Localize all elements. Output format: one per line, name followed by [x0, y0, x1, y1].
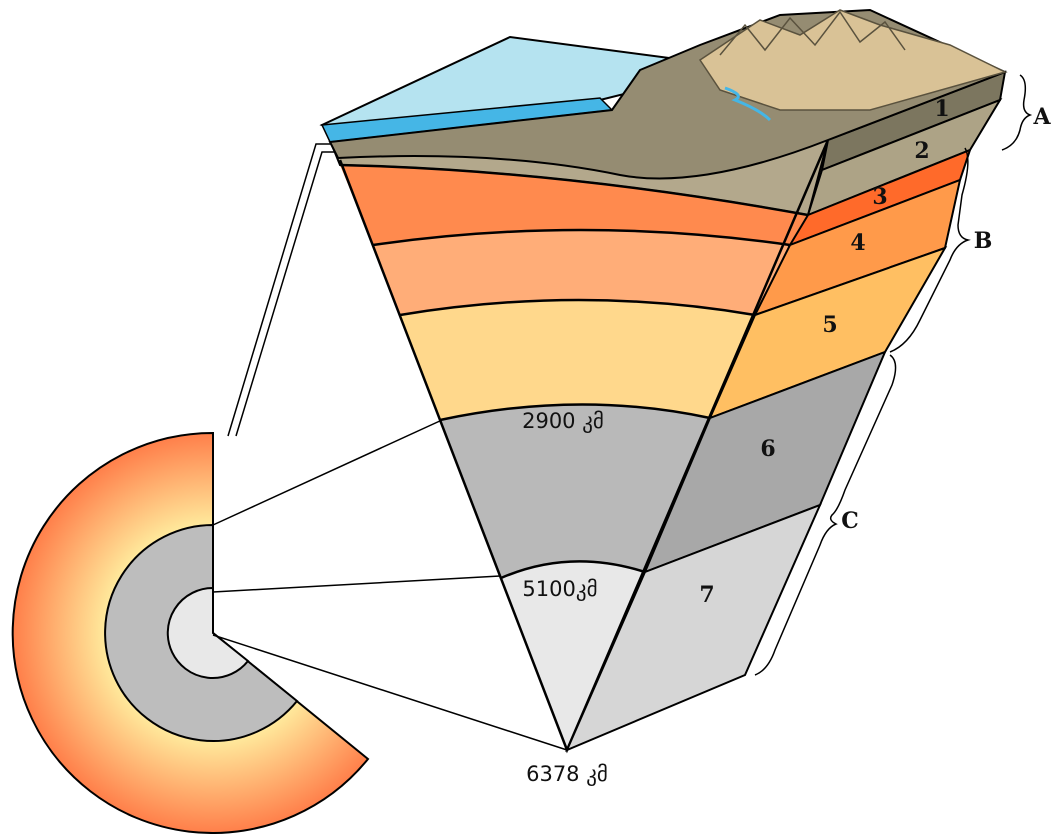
layer-label: 6 [760, 436, 775, 462]
group-label: B [974, 228, 993, 254]
layer-label: 3 [872, 184, 887, 210]
group-label: C [841, 508, 859, 534]
depth-label: 2900 კმ [522, 409, 604, 433]
right-face [565, 70, 1007, 752]
layer-label: 1 [934, 96, 949, 122]
surface [319, 8, 1008, 180]
layer-label: 5 [822, 312, 837, 338]
group-label: A [1032, 104, 1051, 130]
disk-section [11, 431, 370, 834]
layer-label: 7 [699, 582, 714, 608]
depth-label: 6378 კმ [526, 762, 608, 786]
depth-label: 5100კმ [522, 577, 597, 601]
layer-label: 4 [850, 230, 865, 256]
layer-label: 2 [914, 138, 929, 164]
brackets [754, 74, 1033, 676]
